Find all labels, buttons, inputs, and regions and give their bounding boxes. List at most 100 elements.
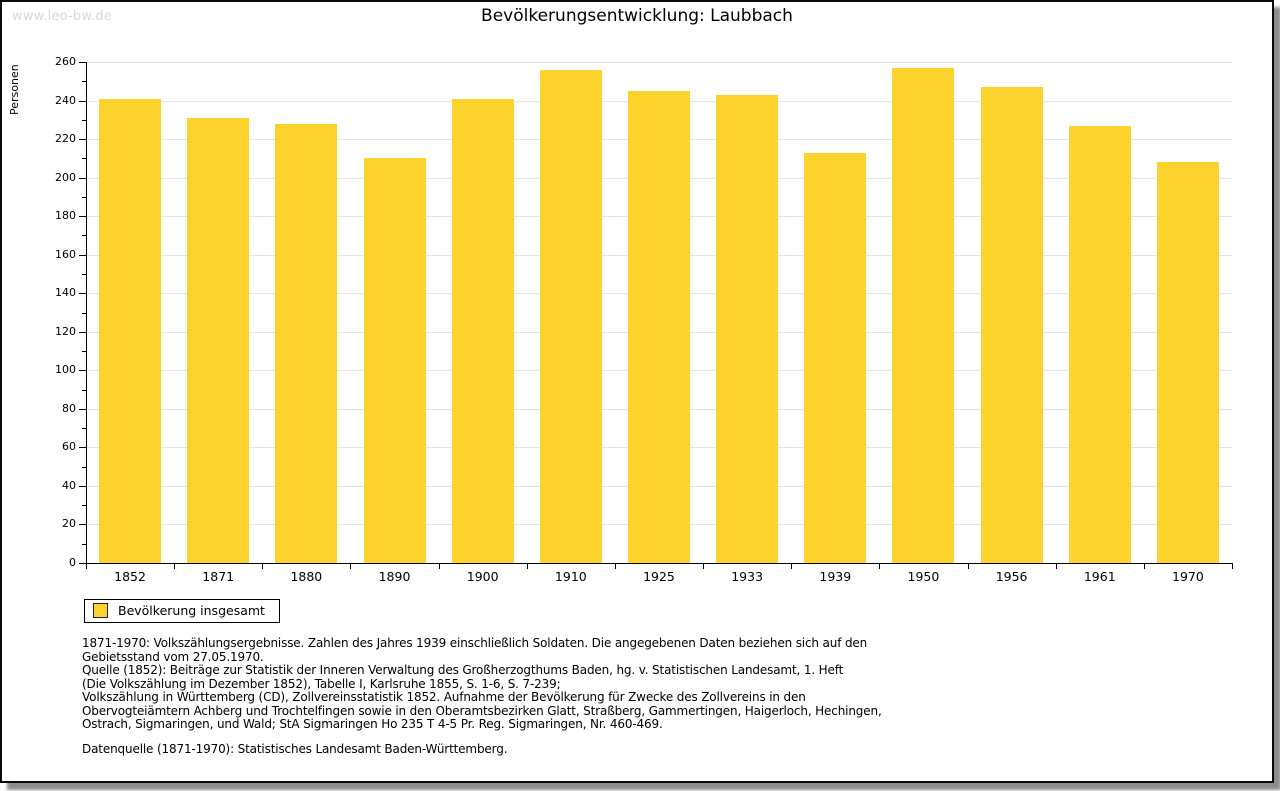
datasource-line: Datenquelle (1871-1970): Statistisches L… [82,742,508,756]
bar-1956 [980,87,1043,563]
y-minor-tick [82,196,86,198]
bar-1910 [539,69,602,563]
watermark: www.leo-bw.de [12,9,113,24]
y-major-tick [79,177,86,179]
y-tick-label: 160 [55,247,76,261]
y-minor-tick [82,505,86,507]
y-minor-tick [82,389,86,391]
bar-1933 [716,94,779,563]
y-major-tick [79,139,86,141]
x-tick-label: 1956 [995,569,1028,584]
x-tick [1143,563,1145,569]
y-major-tick [79,62,86,63]
y-minor-tick [82,543,86,545]
y-tick-label: 220 [55,132,76,146]
y-major-tick [79,563,86,564]
y-major-tick [79,447,86,449]
x-tick [614,563,616,569]
x-tick-label: 1890 [378,569,411,584]
footnote-line: Gebietsstand vom 27.05.1970. [82,649,264,664]
y-tick-label: 80 [62,401,76,415]
y-major-tick [79,100,86,102]
legend: Bevölkerung insgesamt [84,599,280,623]
x-tick [1232,563,1233,569]
y-major-tick [79,331,86,333]
y-minor-tick [82,428,86,430]
y-major-tick [79,524,86,526]
x-tick-label: 1880 [290,569,323,584]
y-minor-tick [82,81,86,83]
y-minor-tick [82,235,86,237]
x-tick [1055,563,1057,569]
x-tick-label: 1933 [731,569,764,584]
x-tick [262,563,264,569]
x-tick [438,563,440,569]
bar-1970 [1156,162,1219,563]
legend-label: Bevölkerung insgesamt [118,603,265,618]
y-major-tick [79,254,86,256]
chart-title: Bevölkerungsentwicklung: Laubbach [481,6,793,26]
y-major-tick [79,216,86,218]
y-axis-line [86,62,87,564]
y-tick-label: 40 [62,478,76,492]
footnotes: 1871-1970: Volkszählungsergebnisse. Zahl… [82,636,882,732]
y-tick-label: 100 [55,363,76,377]
y-tick-label: 260 [55,55,76,68]
gridline [86,62,1232,63]
y-tick-label: 20 [62,517,76,531]
y-tick-label: 60 [62,440,76,454]
bar-1890 [363,158,426,563]
y-major-tick [79,370,86,372]
x-tick-label: 1910 [554,569,587,584]
legend-swatch-icon [93,603,108,618]
bar-1950 [892,67,955,563]
y-tick-label: 0 [69,556,76,569]
y-major-tick [79,408,86,410]
x-tick-label: 1950 [907,569,940,584]
y-minor-tick [82,351,86,353]
x-tick [174,563,176,569]
y-minor-tick [82,119,86,121]
x-tick-label: 1961 [1083,569,1116,584]
x-tick [86,563,87,569]
plot-area: 0 20 40 60 80 100 120 140 160 180 200 220 240 260 1852… [2,2,1272,781]
y-tick-label: 120 [55,324,76,338]
x-tick-label: 1871 [202,569,235,584]
footnote-line: Ostrach, Sigmaringen, und Wald; StA Sigm… [82,717,663,731]
x-tick-label: 1900 [466,569,499,584]
y-major-tick [79,293,86,295]
y-minor-tick [82,312,86,314]
y-tick-label: 140 [55,286,76,300]
y-tick-label: 180 [55,209,76,223]
x-tick-label: 1925 [643,569,675,584]
footnote-line: (Die Volkszählung im Dezember 1852), Tab… [82,676,561,691]
x-tick [879,563,881,569]
x-tick [703,563,705,569]
bar-1939 [804,152,867,563]
footnote-line: Obervogteiämtern Achberg und Trochtelfin… [82,703,882,718]
y-major-tick [79,485,86,487]
x-tick-label: 1939 [819,569,852,584]
footnote-line: Volkszählung in Württemberg (CD), Zollve… [82,690,806,704]
y-minor-tick [82,158,86,160]
x-tick [791,563,793,569]
bar-1880 [275,123,338,563]
x-tick-label: 1970 [1172,569,1204,584]
y-tick-label: 200 [55,170,76,184]
bar-1925 [628,90,690,563]
x-tick [967,563,969,569]
bar-1852 [99,98,162,563]
y-tick-label: 240 [55,93,76,107]
x-tick [350,563,352,569]
bar-1900 [451,98,514,563]
bar-1871 [187,117,250,563]
x-axis-line [86,563,1233,564]
y-minor-tick [82,466,86,468]
bar-1961 [1068,125,1131,563]
footnote-line: Quelle (1852): Beiträge zur Statistik de… [82,663,844,677]
y-minor-tick [82,273,86,275]
x-tick-label: 1852 [114,569,146,584]
x-tick [526,563,528,569]
footnote-line: 1871-1970: Volkszählungsergebnisse. Zahl… [82,636,868,650]
